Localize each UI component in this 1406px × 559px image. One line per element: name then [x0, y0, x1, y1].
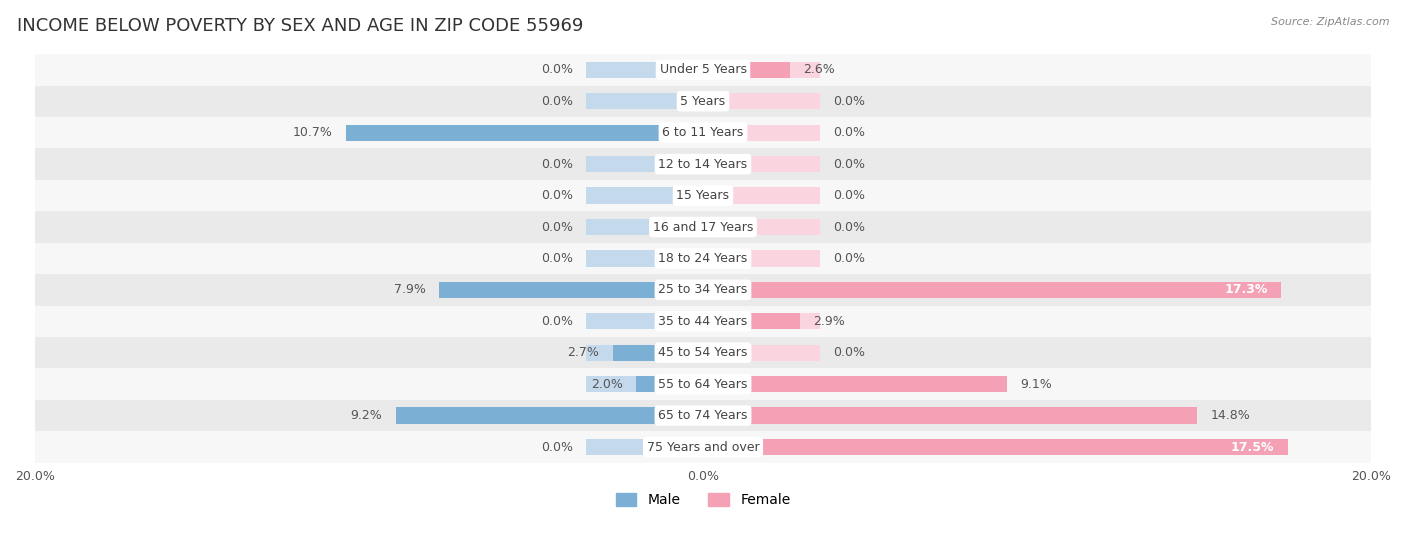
Text: Source: ZipAtlas.com: Source: ZipAtlas.com	[1271, 17, 1389, 27]
Text: 35 to 44 Years: 35 to 44 Years	[658, 315, 748, 328]
Bar	[586, 376, 703, 392]
Legend: Male, Female: Male, Female	[610, 488, 796, 513]
Text: 12 to 14 Years: 12 to 14 Years	[658, 158, 748, 170]
Text: 0.0%: 0.0%	[834, 252, 865, 265]
Bar	[35, 274, 1371, 306]
Bar	[586, 187, 703, 203]
Bar	[586, 156, 703, 172]
Bar	[703, 439, 820, 455]
Bar	[703, 250, 820, 267]
Bar	[703, 282, 820, 298]
Text: 0.0%: 0.0%	[541, 95, 572, 108]
Bar	[703, 313, 820, 329]
Bar	[586, 125, 703, 141]
Bar	[613, 344, 703, 361]
Text: 7.9%: 7.9%	[394, 283, 426, 296]
Text: 0.0%: 0.0%	[834, 220, 865, 234]
Bar	[395, 408, 703, 424]
Bar	[703, 156, 820, 172]
Bar	[586, 344, 703, 361]
Bar	[703, 408, 820, 424]
Text: 17.5%: 17.5%	[1230, 440, 1274, 453]
Text: 6 to 11 Years: 6 to 11 Years	[662, 126, 744, 139]
Bar	[636, 376, 703, 392]
Bar	[703, 344, 820, 361]
Text: 2.0%: 2.0%	[591, 378, 623, 391]
Bar	[35, 337, 1371, 368]
Text: 0.0%: 0.0%	[834, 189, 865, 202]
Bar	[586, 61, 703, 78]
Text: 65 to 74 Years: 65 to 74 Years	[658, 409, 748, 422]
Bar	[35, 86, 1371, 117]
Bar	[703, 376, 820, 392]
Text: 10.7%: 10.7%	[292, 126, 332, 139]
Bar	[586, 282, 703, 298]
Bar	[35, 54, 1371, 86]
Text: 55 to 64 Years: 55 to 64 Years	[658, 378, 748, 391]
Bar	[703, 125, 820, 141]
Bar	[586, 313, 703, 329]
Bar	[703, 282, 1281, 298]
Text: 5 Years: 5 Years	[681, 95, 725, 108]
Text: 0.0%: 0.0%	[541, 158, 572, 170]
Bar	[35, 211, 1371, 243]
Text: 45 to 54 Years: 45 to 54 Years	[658, 346, 748, 359]
Text: Under 5 Years: Under 5 Years	[659, 63, 747, 77]
Bar	[703, 61, 820, 78]
Text: 0.0%: 0.0%	[541, 63, 572, 77]
Bar	[439, 282, 703, 298]
Bar	[586, 439, 703, 455]
Bar	[35, 117, 1371, 149]
Bar	[703, 61, 790, 78]
Text: 2.9%: 2.9%	[813, 315, 845, 328]
Bar	[703, 313, 800, 329]
Bar	[586, 93, 703, 110]
Bar	[703, 187, 820, 203]
Bar	[586, 219, 703, 235]
Bar	[35, 306, 1371, 337]
Text: 0.0%: 0.0%	[541, 252, 572, 265]
Text: 0.0%: 0.0%	[834, 158, 865, 170]
Text: 9.1%: 9.1%	[1021, 378, 1052, 391]
Text: 17.3%: 17.3%	[1225, 283, 1268, 296]
Text: 0.0%: 0.0%	[834, 95, 865, 108]
Text: 0.0%: 0.0%	[541, 440, 572, 453]
Text: 0.0%: 0.0%	[541, 189, 572, 202]
Bar	[35, 243, 1371, 274]
Bar	[35, 432, 1371, 463]
Bar	[35, 149, 1371, 180]
Bar	[346, 125, 703, 141]
Text: 0.0%: 0.0%	[541, 315, 572, 328]
Text: 2.6%: 2.6%	[803, 63, 835, 77]
Bar	[35, 368, 1371, 400]
Bar	[703, 219, 820, 235]
Text: 15 Years: 15 Years	[676, 189, 730, 202]
Bar	[35, 180, 1371, 211]
Bar	[35, 400, 1371, 432]
Text: INCOME BELOW POVERTY BY SEX AND AGE IN ZIP CODE 55969: INCOME BELOW POVERTY BY SEX AND AGE IN Z…	[17, 17, 583, 35]
Bar	[703, 376, 1007, 392]
Text: 2.7%: 2.7%	[568, 346, 599, 359]
Bar	[586, 250, 703, 267]
Text: 18 to 24 Years: 18 to 24 Years	[658, 252, 748, 265]
Text: 0.0%: 0.0%	[834, 126, 865, 139]
Text: 0.0%: 0.0%	[834, 346, 865, 359]
Bar	[703, 439, 1288, 455]
Bar	[703, 408, 1198, 424]
Text: 14.8%: 14.8%	[1211, 409, 1250, 422]
Bar	[586, 408, 703, 424]
Text: 16 and 17 Years: 16 and 17 Years	[652, 220, 754, 234]
Text: 75 Years and over: 75 Years and over	[647, 440, 759, 453]
Text: 9.2%: 9.2%	[350, 409, 382, 422]
Text: 0.0%: 0.0%	[541, 220, 572, 234]
Bar	[703, 93, 820, 110]
Text: 25 to 34 Years: 25 to 34 Years	[658, 283, 748, 296]
